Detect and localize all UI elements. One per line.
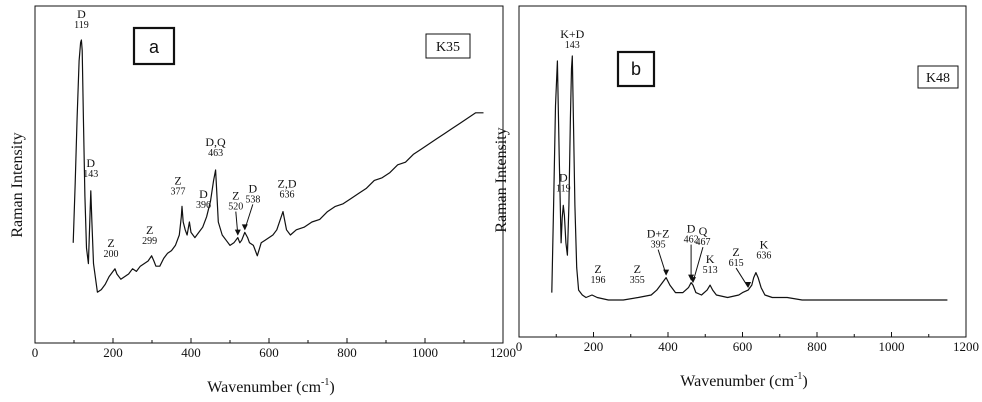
panel-a-spectrum-line	[72, 39, 484, 293]
peak-arrowhead	[241, 224, 248, 231]
panel-b-x-tick-label: 800	[807, 339, 827, 354]
peak-wavenumber: 462	[684, 235, 699, 246]
peak-arrowhead	[745, 282, 752, 289]
peak-arrow	[692, 246, 704, 283]
panel-a-y-axis-title: Raman Intensity	[9, 132, 26, 237]
panel-a-x-tick-label: 0	[32, 345, 39, 360]
peak-arrowhead	[689, 277, 696, 284]
peak-label: Z	[634, 262, 641, 276]
panel-b-spectrum-line	[551, 55, 948, 301]
panel-b-x-tick-label: 200	[584, 339, 604, 354]
peak-wavenumber: 513	[703, 265, 718, 276]
peak-wavenumber: 299	[142, 236, 157, 247]
peak-label: K	[706, 252, 715, 266]
peak-label: D	[248, 181, 257, 195]
peak-label: Z,D	[278, 177, 297, 191]
panel-a-sample-label: K35	[436, 40, 460, 55]
peak-label: D	[86, 156, 95, 170]
panel-b-x-tick-label: 1200	[953, 339, 979, 354]
peak-label: K+D	[560, 27, 584, 41]
peak-arrowhead	[234, 229, 241, 236]
peak-wavenumber: 615	[729, 258, 744, 269]
panel-b: K+D143D119Z196Z355D+Z395D462Q467K513Z615…	[493, 5, 979, 390]
peak-wavenumber: 463	[208, 148, 223, 159]
peak-label: Z	[174, 173, 181, 187]
peak-wavenumber: 636	[280, 190, 295, 201]
panel-a-label-box: a	[132, 26, 176, 66]
peak-label: D	[559, 170, 568, 184]
peak-wavenumber: 119	[74, 20, 89, 31]
panel-b-x-tick-label: 0	[516, 339, 523, 354]
peak-label: Z	[232, 189, 239, 203]
panel-a-x-tick-label: 600	[259, 345, 279, 360]
panel-b-sample-box: K48	[917, 65, 959, 89]
peak-label: D	[77, 7, 86, 21]
panel-b-y-axis-title: Raman Intensity	[493, 127, 510, 232]
panel-a-x-tick-label: 1200	[490, 345, 516, 360]
panel-b-label-box: b	[616, 50, 656, 88]
panel-b-label: b	[631, 59, 641, 79]
peak-label: D,Q	[205, 135, 226, 149]
panel-b-sample-label: K48	[926, 71, 950, 86]
peak-wavenumber: 396	[196, 200, 211, 211]
peak-wavenumber: 196	[591, 275, 606, 286]
panel-a-x-axis-title: Wavenumber (cm-1)	[207, 377, 334, 396]
panel-b-x-tick-label: 600	[733, 339, 753, 354]
peak-wavenumber: 143	[565, 40, 580, 51]
peak-wavenumber: 355	[630, 275, 645, 286]
peak-label: Q	[699, 224, 708, 238]
peak-wavenumber: 636	[756, 251, 771, 262]
peak-wavenumber: 538	[245, 194, 260, 205]
panel-b-x-tick-label: 400	[658, 339, 678, 354]
peak-wavenumber: 143	[83, 169, 98, 180]
peak-label: Z	[594, 262, 601, 276]
peak-label: D	[687, 222, 696, 236]
peak-label: D+Z	[647, 227, 670, 241]
panel-a-x-tick-label: 400	[181, 345, 201, 360]
peak-arrowhead	[663, 269, 670, 276]
panel-b-plot-frame	[518, 5, 967, 338]
panel-a-x-tick-label: 200	[103, 345, 123, 360]
peak-label: Z	[107, 236, 114, 250]
panel-a-sample-box: K35	[425, 33, 471, 59]
panel-a-x-tick-label: 1000	[412, 345, 438, 360]
peak-wavenumber: 395	[651, 240, 666, 251]
peak-wavenumber: 377	[171, 186, 186, 197]
peak-wavenumber: 467	[695, 237, 710, 248]
peak-wavenumber: 119	[556, 183, 571, 194]
peak-wavenumber: 520	[228, 202, 243, 213]
peak-label: D	[199, 187, 208, 201]
peak-wavenumber: 200	[104, 249, 119, 260]
peak-label: Z	[732, 245, 739, 259]
panel-b-x-tick-label: 1000	[879, 339, 905, 354]
peak-label: K	[760, 238, 769, 252]
panel-a-label: a	[149, 37, 160, 57]
panel-b-x-axis-title: Wavenumber (cm-1)	[680, 371, 807, 390]
peak-label: Z	[146, 223, 153, 237]
panel-a-x-tick-label: 800	[337, 345, 357, 360]
